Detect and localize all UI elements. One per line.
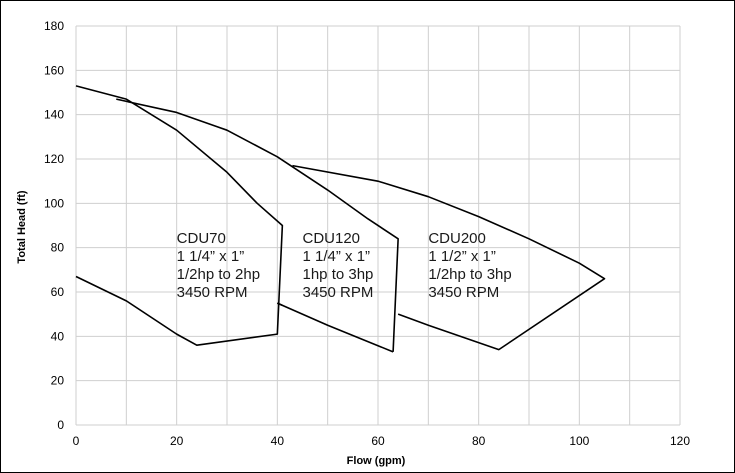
region-label-cdu120: 1hp to 3hp xyxy=(303,266,374,283)
curve-layer xyxy=(75,85,606,353)
x-tick-label: 60 xyxy=(371,434,385,448)
region-label-cdu200: 3450 RPM xyxy=(428,284,499,301)
y-axis-title: Total Head (ft) xyxy=(16,190,28,263)
grid-layer xyxy=(75,25,681,426)
curve-cdu200 xyxy=(292,164,606,351)
y-tick-label: 0 xyxy=(57,418,64,432)
x-tick-label: 80 xyxy=(472,434,486,448)
y-tick-label: 40 xyxy=(51,329,65,343)
region-label-cdu70: CDU70 xyxy=(177,230,226,247)
y-tick-label: 100 xyxy=(44,196,64,210)
x-tick-label: 100 xyxy=(569,434,589,448)
region-label-cdu120: 3450 RPM xyxy=(303,284,374,301)
y-tick-label: 140 xyxy=(44,108,64,122)
y-tick-label: 20 xyxy=(51,374,65,388)
x-tick-label: 120 xyxy=(670,434,690,448)
y-tick-label: 80 xyxy=(51,241,65,255)
x-tick-label: 20 xyxy=(170,434,184,448)
connector-segment xyxy=(277,302,283,307)
region-label-cdu120: 1 1/4” x 1” xyxy=(303,248,371,265)
region-label-cdu70: 3450 RPM xyxy=(177,284,248,301)
x-tick-label: 0 xyxy=(73,434,80,448)
region-label-cdu70: 1/2hp to 2hp xyxy=(177,266,260,283)
y-tick-label: 60 xyxy=(51,285,65,299)
curve-cdu120 xyxy=(116,98,399,353)
y-tick-label: 120 xyxy=(44,152,64,166)
y-tick-label: 160 xyxy=(44,63,64,77)
y-tick-label: 180 xyxy=(44,19,64,33)
axis-layer: 0 20 40 60 80 100 120 0 20 40 60 80 100 120 140 160 180 xyxy=(44,19,690,448)
region-label-cdu70: 1 1/4” x 1” xyxy=(177,248,245,265)
region-label-cdu120: CDU120 xyxy=(303,230,361,247)
region-label-cdu200: CDU200 xyxy=(428,230,486,247)
curve-cdu70 xyxy=(75,85,284,346)
region-label-cdu200: 1/2hp to 3hp xyxy=(428,266,511,283)
x-tick-label: 40 xyxy=(271,434,285,448)
x-axis-title: Flow (gpm) xyxy=(347,455,406,467)
region-label-cdu200: 1 1/2” x 1” xyxy=(428,248,496,265)
